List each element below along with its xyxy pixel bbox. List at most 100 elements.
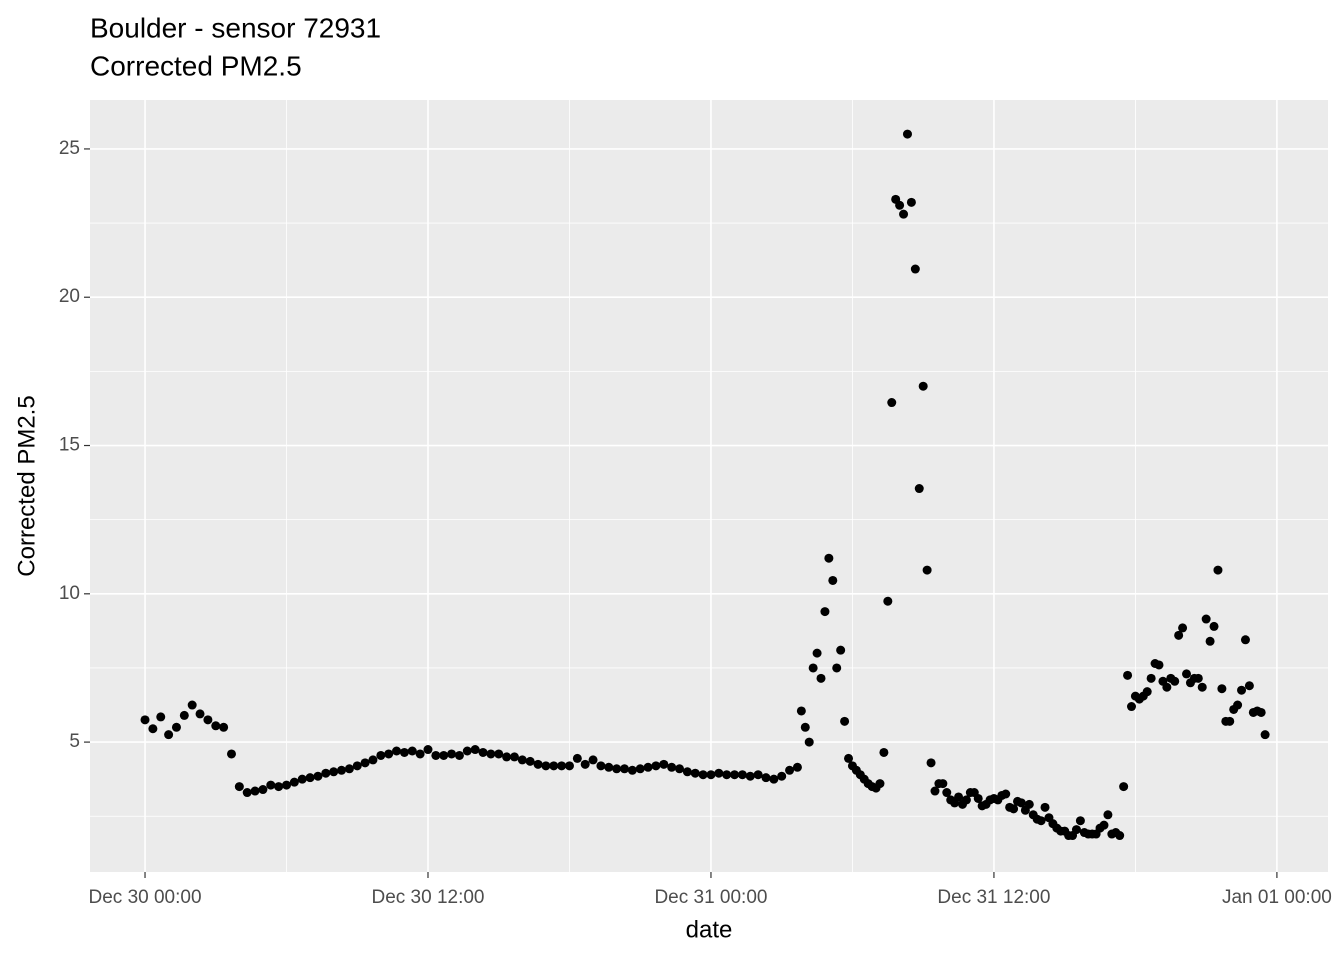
- point: [596, 761, 606, 771]
- point: [1213, 565, 1223, 575]
- x-tick-label: Dec 31 00:00: [654, 887, 767, 908]
- point: [282, 780, 292, 790]
- point: [1119, 782, 1129, 792]
- point: [1016, 798, 1026, 808]
- point: [635, 764, 645, 774]
- point: [462, 746, 472, 756]
- point: [266, 780, 276, 790]
- point: [1209, 621, 1219, 631]
- point: [470, 745, 480, 755]
- y-tick-label: 25: [59, 138, 80, 159]
- point: [714, 768, 724, 778]
- point: [1240, 635, 1250, 645]
- point: [875, 779, 885, 789]
- point: [1024, 799, 1034, 809]
- point: [887, 398, 897, 408]
- point: [344, 764, 354, 774]
- chart-subtitle: Corrected PM2.5: [90, 50, 302, 81]
- point: [659, 759, 669, 769]
- point: [918, 381, 928, 391]
- point: [922, 565, 932, 575]
- point: [486, 749, 496, 759]
- point: [816, 673, 826, 683]
- point: [580, 759, 590, 769]
- chart-title: Boulder - sensor 72931: [90, 12, 381, 43]
- point: [769, 774, 779, 784]
- x-tick-label: Dec 31 12:00: [937, 887, 1050, 908]
- point: [961, 795, 971, 805]
- point: [682, 767, 692, 777]
- point: [454, 750, 464, 760]
- y-axis-title: Corrected PM2.5: [13, 395, 40, 576]
- point: [706, 770, 716, 780]
- point: [828, 575, 838, 585]
- point: [226, 749, 236, 759]
- point: [564, 761, 574, 771]
- point: [675, 764, 685, 774]
- point: [1217, 684, 1227, 694]
- point: [1225, 716, 1235, 726]
- point: [1256, 707, 1266, 717]
- point: [1197, 682, 1207, 692]
- point: [643, 762, 653, 772]
- point: [376, 750, 386, 760]
- point: [804, 737, 814, 747]
- point: [1260, 730, 1270, 740]
- point: [549, 761, 559, 771]
- point: [1205, 636, 1215, 646]
- point: [1103, 810, 1113, 820]
- point: [910, 264, 920, 274]
- point: [792, 762, 802, 772]
- point: [942, 788, 952, 798]
- point: [1201, 614, 1211, 624]
- point: [171, 722, 181, 732]
- point: [156, 712, 166, 722]
- x-axis-title: date: [686, 916, 733, 943]
- point: [973, 793, 983, 803]
- point: [737, 770, 747, 780]
- point: [431, 750, 441, 760]
- point: [1174, 630, 1184, 640]
- point: [478, 747, 488, 757]
- point: [258, 785, 268, 795]
- point: [313, 771, 323, 781]
- point: [187, 700, 197, 710]
- point: [1162, 682, 1172, 692]
- point: [1075, 816, 1085, 826]
- point: [502, 752, 512, 762]
- point: [1123, 670, 1133, 680]
- point: [883, 596, 893, 606]
- point: [305, 773, 315, 783]
- point: [1154, 660, 1164, 670]
- point: [140, 715, 150, 725]
- point: [423, 745, 433, 755]
- point: [651, 761, 661, 771]
- point: [148, 724, 158, 734]
- point: [730, 770, 740, 780]
- point: [1146, 673, 1156, 683]
- point: [179, 710, 189, 720]
- point: [753, 770, 763, 780]
- point: [800, 722, 810, 732]
- point: [1170, 676, 1180, 686]
- point: [745, 771, 755, 781]
- point: [926, 758, 936, 768]
- point: [1142, 687, 1152, 697]
- point: [360, 758, 370, 768]
- y-tick-label: 20: [59, 286, 80, 307]
- point: [954, 792, 964, 802]
- point: [1244, 681, 1254, 691]
- x-tick-label: Dec 30 00:00: [89, 887, 202, 908]
- point: [1071, 825, 1081, 835]
- point: [1182, 669, 1192, 679]
- point: [1040, 802, 1050, 812]
- point: [588, 755, 598, 765]
- point: [812, 648, 822, 658]
- point: [844, 753, 854, 763]
- point: [242, 788, 252, 798]
- point: [219, 722, 229, 732]
- point: [337, 765, 347, 775]
- point: [777, 771, 787, 781]
- point: [1001, 789, 1011, 799]
- point: [761, 773, 771, 783]
